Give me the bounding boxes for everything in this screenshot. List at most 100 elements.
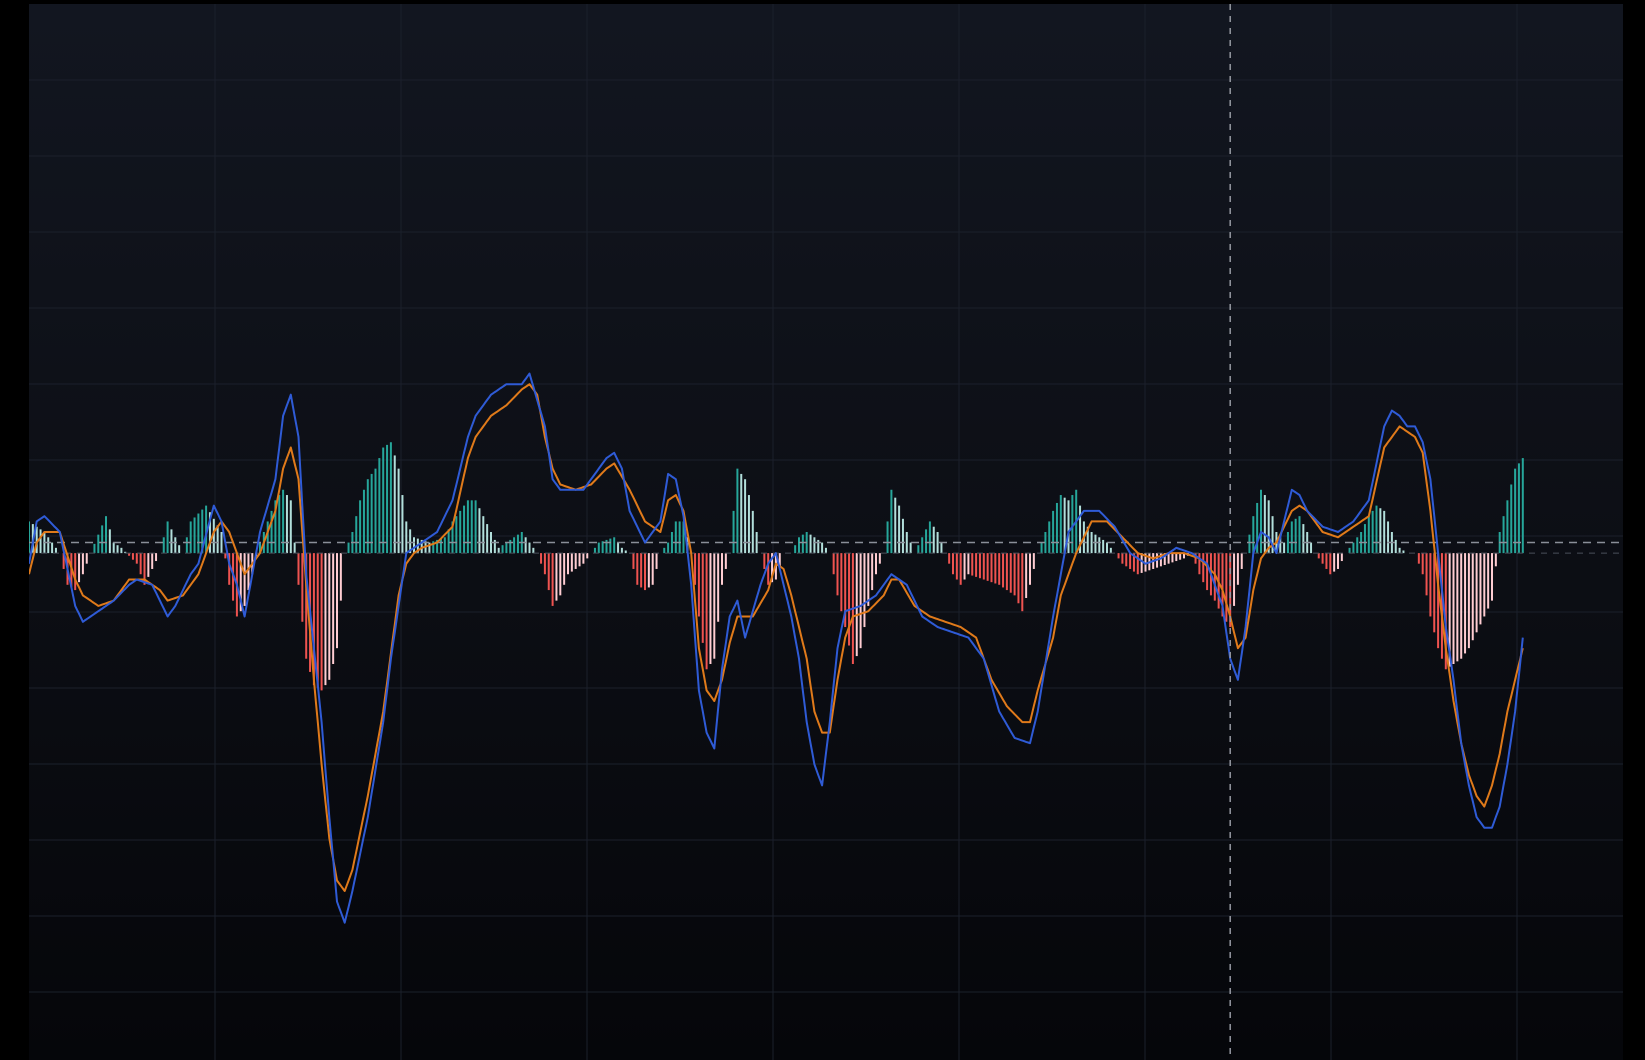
histogram-bar bbox=[1059, 495, 1062, 554]
histogram-bar bbox=[1317, 553, 1320, 559]
histogram-bar bbox=[844, 553, 847, 628]
histogram-bar bbox=[1159, 553, 1162, 567]
histogram-bar bbox=[1106, 542, 1108, 554]
histogram-bar bbox=[1225, 553, 1228, 622]
histogram-bar bbox=[1283, 542, 1286, 554]
histogram-bar bbox=[593, 547, 596, 554]
histogram-bar bbox=[1025, 553, 1028, 598]
histogram-bar bbox=[678, 521, 681, 554]
histogram-bar bbox=[694, 553, 697, 585]
histogram-bar bbox=[74, 553, 77, 591]
histogram-bar bbox=[259, 542, 261, 554]
histogram-bar bbox=[1510, 484, 1513, 554]
histogram-bar bbox=[1429, 553, 1432, 617]
histogram-bar bbox=[1233, 553, 1236, 606]
histogram-bar bbox=[763, 553, 766, 569]
histogram-bar bbox=[155, 553, 158, 562]
histogram-bar bbox=[355, 516, 358, 554]
histogram-bar bbox=[378, 458, 381, 554]
histogram-bar bbox=[1387, 521, 1390, 554]
histogram-bar bbox=[1094, 534, 1097, 554]
histogram-bar bbox=[578, 553, 581, 567]
macd-indicator-pane[interactable] bbox=[29, 4, 1623, 1060]
histogram-bar bbox=[516, 534, 519, 554]
histogram-bar bbox=[497, 547, 500, 554]
histogram-bar bbox=[524, 537, 527, 554]
histogram-bar bbox=[824, 547, 827, 554]
histogram-bar bbox=[1363, 524, 1366, 554]
histogram-bar bbox=[97, 534, 100, 554]
histogram-bar bbox=[1329, 553, 1332, 575]
histogram-bar bbox=[605, 539, 608, 554]
histogram-bar bbox=[674, 521, 677, 554]
histogram-bar bbox=[197, 513, 200, 554]
histogram-bar bbox=[740, 473, 743, 554]
histogram-bar bbox=[1098, 537, 1101, 554]
histogram-bar bbox=[389, 442, 392, 554]
histogram-bar bbox=[613, 537, 616, 554]
histogram-bar bbox=[1125, 553, 1128, 567]
histogram-bar bbox=[1340, 553, 1343, 562]
histogram-bar bbox=[428, 542, 431, 554]
histogram-bar bbox=[1136, 553, 1139, 575]
histogram-bar bbox=[54, 547, 57, 554]
histogram-bar bbox=[1206, 553, 1209, 591]
histogram-bar bbox=[439, 538, 442, 554]
histogram-bar bbox=[713, 553, 716, 659]
histogram-bar bbox=[813, 537, 816, 554]
histogram-bar bbox=[339, 553, 342, 601]
histogram-bar bbox=[124, 551, 127, 554]
histogram-bar bbox=[1271, 516, 1274, 554]
histogram-bar bbox=[1494, 553, 1497, 567]
histogram-bar bbox=[905, 532, 908, 554]
histogram-bar bbox=[1171, 553, 1174, 563]
histogram-bar bbox=[767, 553, 770, 585]
histogram-bar bbox=[1102, 539, 1105, 554]
histogram-bar bbox=[347, 542, 350, 554]
histogram-bar bbox=[1109, 547, 1112, 554]
histogram-bar bbox=[316, 553, 319, 688]
histogram-bar bbox=[1286, 532, 1289, 554]
histogram-bar bbox=[1198, 553, 1201, 575]
histogram-bar bbox=[1163, 553, 1166, 565]
histogram-bar bbox=[1491, 553, 1493, 601]
histogram-bar bbox=[1067, 500, 1070, 554]
histogram-bar bbox=[1464, 553, 1467, 654]
histogram-bar bbox=[1521, 458, 1524, 554]
histogram-bar bbox=[166, 521, 169, 554]
histogram-bar bbox=[81, 553, 84, 575]
histogram-bar bbox=[174, 537, 177, 554]
histogram-bar bbox=[1398, 547, 1401, 554]
histogram-bar bbox=[374, 468, 377, 554]
histogram-bar bbox=[1506, 500, 1509, 554]
histogram-bar bbox=[871, 553, 874, 591]
histogram-bar bbox=[285, 495, 288, 554]
histogram-bar bbox=[955, 553, 958, 580]
histogram-bar bbox=[1044, 532, 1047, 554]
histogram-bar bbox=[609, 538, 612, 554]
histogram-bar bbox=[1279, 537, 1282, 554]
histogram-bar bbox=[890, 489, 893, 554]
histogram-bar bbox=[855, 553, 858, 657]
histogram-bar bbox=[1514, 468, 1517, 554]
histogram-bar bbox=[228, 553, 231, 585]
histogram-bar bbox=[1229, 553, 1232, 628]
histogram-bar bbox=[266, 521, 269, 554]
histogram-bar bbox=[1013, 553, 1016, 596]
histogram-bar bbox=[505, 542, 508, 554]
histogram-bar bbox=[486, 524, 489, 554]
histogram-bar bbox=[1517, 463, 1520, 554]
histogram-bar bbox=[131, 553, 134, 560]
histogram-bar bbox=[640, 553, 643, 588]
histogram-bar bbox=[959, 553, 962, 585]
histogram-bar bbox=[178, 545, 181, 554]
histogram-bar bbox=[1079, 505, 1082, 554]
histogram-bar bbox=[540, 553, 543, 564]
histogram-bar bbox=[1310, 542, 1313, 554]
histogram-bar bbox=[1375, 505, 1378, 554]
histogram-bar bbox=[559, 553, 562, 596]
histogram-bar bbox=[1444, 553, 1447, 670]
histogram-bar bbox=[1071, 495, 1074, 554]
histogram-bar bbox=[1302, 524, 1305, 554]
histogram-bar bbox=[382, 447, 385, 554]
